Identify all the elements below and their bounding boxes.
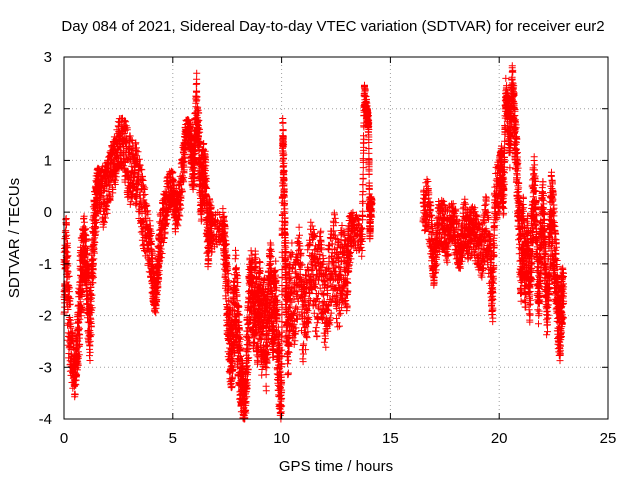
x-tick-labels: 0 5 10 15 20 25: [60, 430, 617, 447]
y-tick-labels: -4 -3 -2 -1 0 1 2 3: [39, 49, 52, 428]
x-tick-label: 10: [273, 430, 290, 447]
x-tick-label: 0: [60, 430, 68, 447]
y-tick-label: 1: [44, 152, 52, 169]
y-tick-label: -3: [39, 359, 52, 376]
plot-frame: [63, 56, 609, 420]
chart-title: Day 084 of 2021, Sidereal Day-to-day VTE…: [61, 18, 604, 35]
y-tick-label: -2: [39, 308, 52, 325]
x-tick-label: 25: [600, 430, 617, 447]
y-axis-label: SDTVAR / TECUs: [6, 178, 23, 298]
y-tick-label: -1: [39, 256, 52, 273]
x-tick-label: 15: [382, 430, 399, 447]
x-tick-label: 5: [169, 430, 177, 447]
y-tick-label: -4: [39, 411, 52, 428]
y-tick-label: 2: [44, 101, 52, 118]
axis-ticks: [63, 56, 609, 420]
y-tick-label: 0: [44, 204, 52, 221]
y-tick-label: 3: [44, 49, 52, 66]
data-points: [60, 62, 568, 423]
data-point-markers: [60, 62, 568, 423]
x-axis-label: GPS time / hours: [279, 458, 393, 475]
x-tick-label: 20: [491, 430, 508, 447]
